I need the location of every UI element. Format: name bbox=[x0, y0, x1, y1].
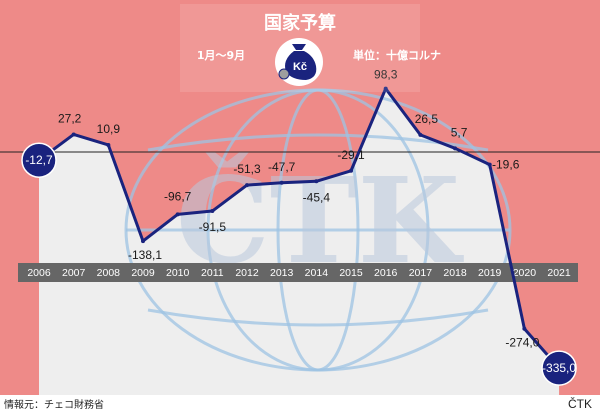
data-point bbox=[349, 168, 354, 173]
x-tick-label: 2014 bbox=[305, 267, 329, 279]
data-point bbox=[71, 132, 76, 137]
unit-label: 単位：十億コルナ bbox=[353, 48, 441, 62]
data-label: -19,6 bbox=[492, 158, 520, 172]
series-line bbox=[38, 87, 561, 370]
data-marks: -12,7 27,2 10,9 -138,1 -96,7 -91,5 -51,3 -47,7 -… bbox=[21, 68, 577, 386]
data-point bbox=[487, 162, 492, 167]
data-label: -51,3 bbox=[233, 162, 261, 176]
highlight-point bbox=[541, 350, 577, 386]
chart-title: 国家予算 bbox=[264, 12, 336, 34]
source-note: 情報元：チェコ財務省 bbox=[4, 398, 104, 411]
data-label: -45,4 bbox=[303, 190, 331, 204]
x-tick-label: 2017 bbox=[409, 267, 433, 279]
data-point bbox=[453, 146, 458, 151]
data-label: 27,2 bbox=[58, 111, 82, 125]
data-label: 98,3 bbox=[374, 68, 398, 82]
data-point bbox=[175, 212, 180, 217]
data-point bbox=[245, 183, 250, 188]
data-label: 10,9 bbox=[97, 122, 121, 136]
data-point bbox=[383, 86, 388, 91]
data-point bbox=[210, 209, 215, 214]
x-tick-label: 2015 bbox=[339, 267, 363, 279]
data-point bbox=[522, 326, 527, 331]
credit-label: ČTK bbox=[568, 396, 592, 411]
x-tick-label: 2009 bbox=[131, 267, 155, 279]
x-tick-label: 2018 bbox=[443, 267, 467, 279]
x-tick-label: 2010 bbox=[166, 267, 190, 279]
period-label: 1月～9月 bbox=[197, 49, 245, 62]
x-tick-label: 2013 bbox=[270, 267, 294, 279]
money-bag-label: Kč bbox=[293, 61, 307, 73]
data-label: -138,1 bbox=[128, 248, 162, 262]
data-label: -274,0 bbox=[505, 336, 539, 350]
data-point bbox=[418, 132, 423, 137]
x-tick-label: 2012 bbox=[235, 267, 259, 279]
x-axis-ticks: 2006 2007 2008 2009 2010 2011 2012 2013 2014 2015… bbox=[27, 267, 571, 279]
data-label: -12,7 bbox=[25, 153, 53, 167]
data-label: -91,5 bbox=[199, 220, 227, 234]
x-tick-label: 2006 bbox=[27, 267, 51, 279]
highlight-point bbox=[21, 142, 57, 178]
x-tick-label: 2020 bbox=[513, 267, 537, 279]
x-tick-label: 2008 bbox=[97, 267, 121, 279]
data-point bbox=[279, 180, 284, 185]
x-tick-label: 2011 bbox=[201, 267, 224, 279]
x-tick-label: 2021 bbox=[547, 267, 571, 279]
data-label: 5,7 bbox=[451, 125, 468, 139]
data-label: 26,5 bbox=[415, 112, 439, 126]
x-tick-label: 2007 bbox=[62, 267, 86, 279]
x-tick-label: 2016 bbox=[374, 267, 398, 279]
data-point bbox=[314, 179, 319, 184]
x-axis-band bbox=[18, 263, 578, 282]
data-label: -29,1 bbox=[337, 148, 365, 162]
money-bag-icon: Kč bbox=[275, 38, 323, 86]
data-point bbox=[106, 142, 111, 147]
data-label: -47,7 bbox=[268, 160, 296, 174]
data-point bbox=[141, 239, 146, 244]
data-label: -96,7 bbox=[164, 189, 192, 203]
data-label: -335,0 bbox=[542, 361, 576, 375]
x-tick-label: 2019 bbox=[478, 267, 502, 279]
